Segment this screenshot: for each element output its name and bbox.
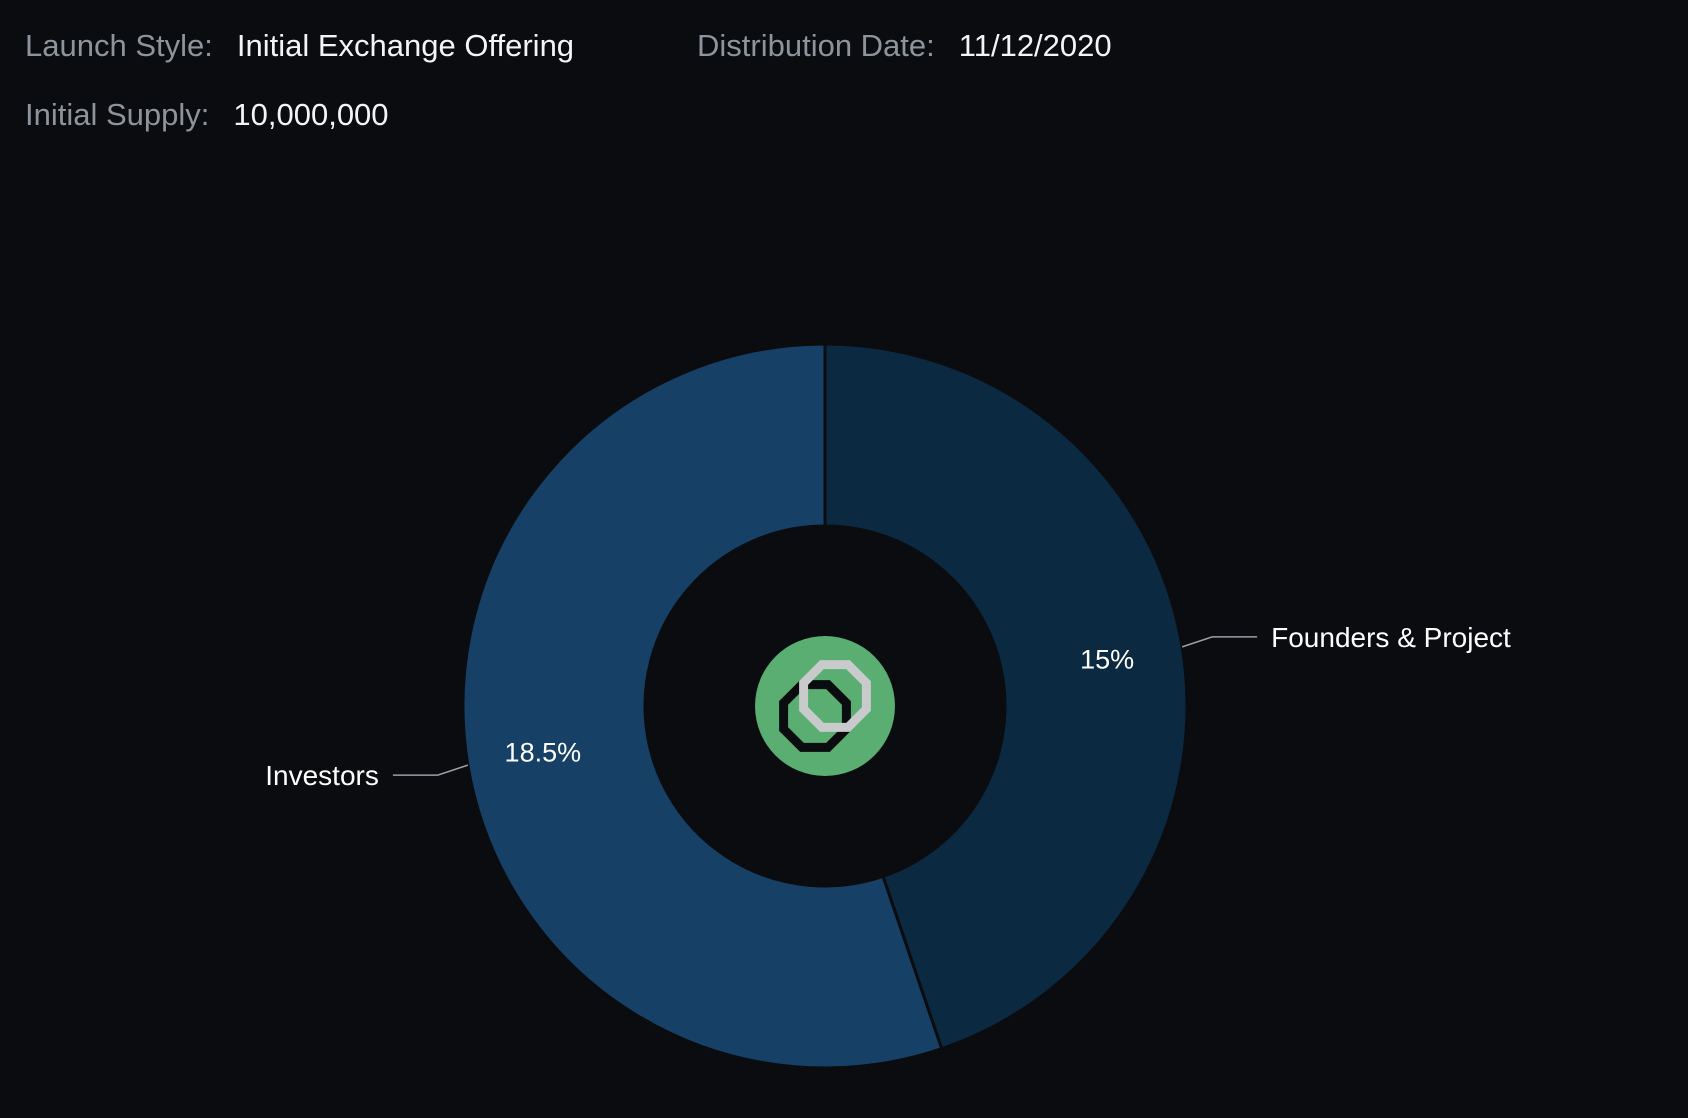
launch-style-label: Launch Style: [25,28,213,63]
slice-1[interactable] [461,342,944,1070]
slice-value-label-0: 15% [1080,644,1134,674]
logo-circle [755,636,895,776]
donut-slices [461,342,1189,1070]
launch-style-value: Initial Exchange Offering [236,28,575,63]
token-logo-icon [755,636,895,776]
slice-name-label-1: Investors [265,760,379,791]
distribution-date-row: Distribution Date: 11/12/2020 [697,28,1112,64]
initial-supply-value: 10,000,000 [233,97,389,132]
slice-name-label-0: Founders & Project [1271,622,1511,653]
logo-octagon-light [799,660,871,732]
donut-labels: 15% Founders & Project 18.5% Investors [265,622,1511,791]
launch-style-row: Launch Style: Initial Exchange Offering [25,28,574,64]
slice-0[interactable] [823,342,1189,1051]
slice-value-label-1: 18.5% [505,738,582,768]
distribution-date-value: 11/12/2020 [958,28,1112,63]
slice-leader-line-0 [1181,636,1258,648]
initial-supply-row: Initial Supply: 10,000,000 [25,97,389,133]
initial-supply-label: Initial Supply: [25,97,210,132]
slice-leader-line-1 [392,764,469,776]
logo-octagon-dark [779,680,851,752]
distribution-date-label: Distribution Date: [697,28,935,63]
